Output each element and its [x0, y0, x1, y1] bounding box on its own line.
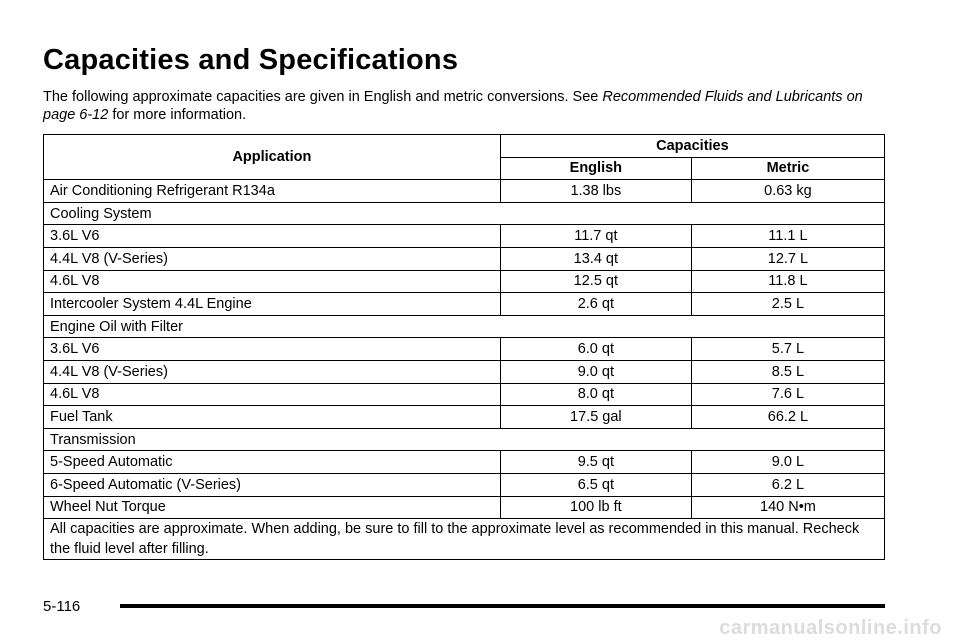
intro-text-before: The following approximate capacities are… [43, 89, 603, 105]
header-capacities: Capacities [499, 134, 886, 158]
cell-application: 4.4L V8 (V-Series) [43, 359, 501, 384]
cell-english: 6.0 qt [499, 337, 692, 361]
table-row: Intercooler System 4.4L Engine 2.6 qt 2.5 … [43, 292, 886, 316]
cell-application: 3.6L V6 [43, 337, 501, 361]
table-body: Air Conditioning Refrigerant R134a 1.38 l… [43, 179, 886, 520]
table-note-row: All capacities are approximate. When add… [43, 518, 885, 561]
intro-cross-reference: Recommended Fluids and Lubricants on pag… [43, 89, 863, 123]
footer-rule [120, 604, 885, 608]
table-row: Wheel Nut Torque 100 lb ft 140 N•m [43, 495, 886, 520]
cell-metric: 66.2 L [690, 405, 886, 429]
cell-application: 5-Speed Automatic [43, 450, 501, 474]
cell-metric: 2.5 L [690, 292, 886, 316]
cell-metric: 6.2 L [690, 472, 886, 497]
cell-english: 2.6 qt [499, 292, 692, 316]
cell-metric: 9.0 L [690, 450, 886, 474]
cell-english: 12.5 qt [499, 269, 692, 294]
group-label: Engine Oil with Filter [43, 314, 885, 339]
cell-metric: 5.7 L [690, 337, 886, 361]
table-row: Fuel Tank 17.5 gal 66.2 L [43, 405, 886, 429]
cell-application: Wheel Nut Torque [43, 495, 501, 520]
cell-metric: 11.8 L [690, 269, 886, 294]
cell-application: 3.6L V6 [43, 224, 501, 248]
table-subheader-row: English Metric [44, 156, 886, 181]
table-header-row: Application Capacities [43, 133, 886, 181]
intro-paragraph: The following approximate capacities are… [43, 88, 883, 124]
page-number: 5-116 [43, 598, 81, 615]
cell-english: 100 lb ft [499, 495, 692, 520]
table-row: 3.6L V6 11.7 qt 11.1 L [43, 224, 886, 248]
table-row: 3.6L V6 6.0 qt 5.7 L [43, 337, 886, 361]
table-row: 4.6L V8 8.0 qt 7.6 L [43, 382, 886, 407]
cell-english: 8.0 qt [499, 382, 692, 407]
cell-application: Intercooler System 4.4L Engine [43, 292, 501, 316]
cell-english: 9.5 qt [499, 450, 692, 474]
cell-english: 1.38 lbs [499, 179, 692, 203]
table-row: 4.6L V8 12.5 qt 11.8 L [43, 269, 886, 294]
header-english: English [499, 156, 692, 181]
table-group-row: Transmission [43, 427, 885, 452]
cell-english: 11.7 qt [499, 224, 692, 248]
cell-application: Fuel Tank [43, 405, 501, 429]
group-label: Cooling System [43, 201, 885, 226]
table-group-row: Cooling System [43, 201, 885, 226]
table-row: 4.4L V8 (V-Series) 13.4 qt 12.7 L [43, 246, 886, 271]
page-title: Capacities and Specifications [43, 44, 459, 76]
cell-english: 6.5 qt [499, 472, 692, 497]
table-row: Air Conditioning Refrigerant R134a 1.38 l… [43, 179, 886, 203]
watermark: carmanualsonline.info [719, 617, 942, 639]
table-row: 4.4L V8 (V-Series) 9.0 qt 8.5 L [43, 359, 886, 384]
header-metric: Metric [690, 156, 886, 181]
cell-english: 9.0 qt [499, 359, 692, 384]
intro-text-after: for more information. [108, 107, 247, 123]
cell-metric: 12.7 L [690, 246, 886, 271]
table-row: 5-Speed Automatic 9.5 qt 9.0 L [43, 450, 886, 474]
cell-metric: 8.5 L [690, 359, 886, 384]
table-note: All capacities are approximate. When add… [43, 518, 885, 561]
table-group-row: Engine Oil with Filter [43, 314, 885, 339]
cell-metric: 0.63 kg [690, 179, 886, 203]
group-label: Transmission [43, 427, 885, 452]
cell-metric: 11.1 L [690, 224, 886, 248]
cell-english: 13.4 qt [499, 246, 692, 271]
cell-application: 4.6L V8 [43, 382, 501, 407]
cell-application: 4.6L V8 [43, 269, 501, 294]
cell-application: Air Conditioning Refrigerant R134a [43, 179, 501, 203]
header-application: Application [43, 133, 501, 181]
table-row: 6-Speed Automatic (V-Series) 6.5 qt 6.2 L [43, 472, 886, 497]
capacities-table: Application Capacities English Metric Ai… [43, 133, 886, 561]
cell-metric: 7.6 L [690, 382, 886, 407]
cell-english: 17.5 gal [499, 405, 692, 429]
cell-application: 4.4L V8 (V-Series) [43, 246, 501, 271]
cell-metric: 140 N•m [690, 495, 886, 520]
cell-application: 6-Speed Automatic (V-Series) [43, 472, 501, 497]
